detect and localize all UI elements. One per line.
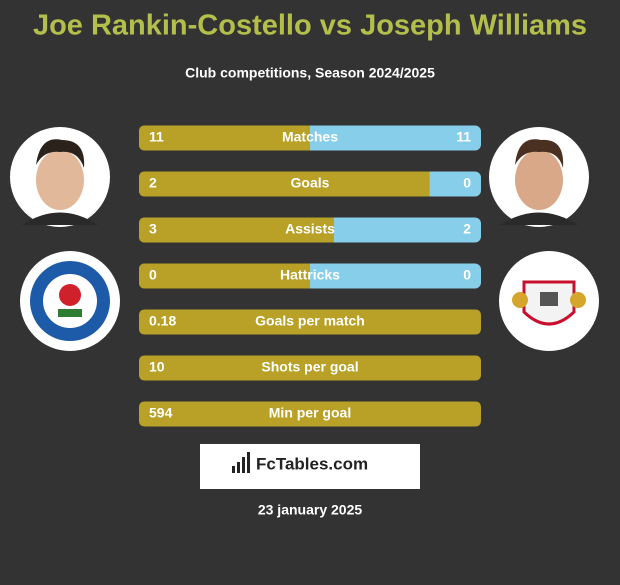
stat-label: Shots per goal xyxy=(261,359,358,375)
bar-left xyxy=(139,401,481,427)
bar-left xyxy=(139,309,481,335)
brand-box xyxy=(200,444,420,489)
stat-rows: Matches 11 11 Goals 2 0 Assists 3 2 Hattricks 0 0 Go… xyxy=(139,125,481,427)
brand-name: FcTables.com xyxy=(256,454,368,473)
stat-label: Matches xyxy=(282,129,338,145)
player-photo-right xyxy=(489,127,589,227)
right-value: 0 xyxy=(463,267,471,283)
bar-left xyxy=(139,355,481,381)
left-value: 594 xyxy=(149,405,173,421)
stat-label: Assists xyxy=(285,221,335,237)
subtitle: Club competitions, Season 2024/2025 xyxy=(185,65,435,81)
left-value: 0.18 xyxy=(149,313,176,329)
right-value: 0 xyxy=(463,175,471,191)
stat-label: Goals per match xyxy=(255,313,365,329)
bar-left xyxy=(139,125,310,151)
bar-left xyxy=(139,263,310,289)
bar-left xyxy=(139,171,430,197)
left-value: 10 xyxy=(149,359,165,375)
bar-left xyxy=(139,217,334,243)
left-value: 2 xyxy=(149,175,157,191)
player-photo-left xyxy=(10,127,110,227)
stat-label: Hattricks xyxy=(280,267,340,283)
date: 23 january 2025 xyxy=(258,502,363,518)
title: Joe Rankin-Costello vs Joseph Williams xyxy=(33,10,587,42)
club-logo-right xyxy=(499,251,599,351)
brand-icon xyxy=(232,452,250,473)
left-value: 3 xyxy=(149,221,157,237)
left-value: 0 xyxy=(149,267,157,283)
right-value: 2 xyxy=(463,221,471,237)
left-value: 11 xyxy=(149,129,164,145)
stat-label: Goals xyxy=(291,175,330,191)
club-logo-left xyxy=(20,251,120,351)
stat-label: Min per goal xyxy=(269,405,351,421)
right-value: 11 xyxy=(456,129,471,145)
